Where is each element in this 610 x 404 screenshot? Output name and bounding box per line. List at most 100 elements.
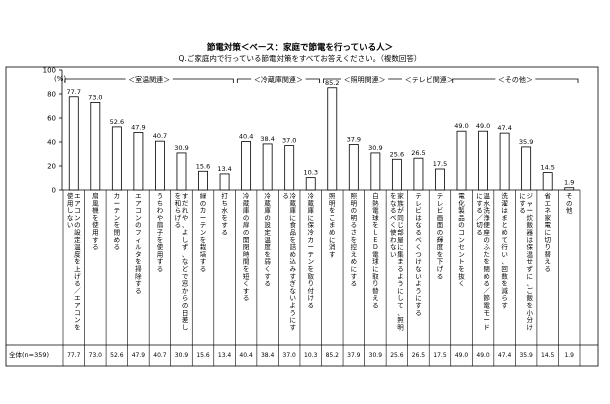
category-label-char: 行 [501, 242, 508, 251]
category-label-char: ア [135, 199, 142, 207]
category-label-char: せ [526, 258, 533, 266]
bar [327, 87, 338, 191]
category-label-char: 洗 [483, 206, 490, 215]
bar [542, 172, 553, 191]
category-label-char: え [351, 250, 358, 258]
category-label-char: 定 [74, 235, 81, 244]
category-label-char: 抜 [458, 271, 465, 280]
category-label-char: 化 [458, 198, 465, 207]
table-cell: 13.4 [218, 352, 232, 359]
category-label-char: う [397, 280, 404, 288]
category-label-char: を [437, 250, 444, 258]
category-label-char: 温 [264, 235, 271, 244]
category-label-char: ア [74, 199, 81, 207]
category-label-char: 電 [483, 302, 490, 310]
category-label-char: ン [458, 250, 465, 258]
category-label-char: コ [74, 309, 81, 317]
category-label-char: ら [501, 294, 508, 302]
category-label-char: す [290, 323, 297, 331]
category-label-char: い [501, 250, 508, 258]
category-label-char: に [544, 229, 551, 237]
category-label-char: え [372, 294, 379, 302]
category-label-char: ／ [476, 214, 483, 222]
category-label-char: 時 [243, 250, 250, 258]
table-cell: 49.0 [476, 352, 490, 359]
table-cell: 77.7 [67, 352, 81, 359]
category-label-char: Ｌ [372, 229, 379, 237]
category-label-char: 他 [566, 206, 573, 215]
category-label-char: ど [182, 265, 189, 273]
category-label-char: 切 [544, 236, 551, 244]
category-label-char: え [544, 258, 551, 266]
bar [521, 146, 532, 191]
category-label-char: 蔵 [290, 198, 297, 207]
category-label-char: ち [221, 199, 228, 207]
table-cell: 15.6 [196, 352, 210, 359]
table-cell: 1.9 [564, 352, 574, 359]
category-label-char: い [390, 250, 397, 258]
table-cell: 40.7 [153, 352, 167, 359]
category-label-char: る [437, 272, 444, 280]
category-label-char: カ [200, 207, 207, 215]
bar [133, 132, 144, 191]
group-label-bg [402, 74, 457, 84]
category-label-char: う [290, 309, 297, 317]
category-label-char: な [67, 214, 74, 222]
category-label-char: 部 [397, 228, 404, 237]
category-label-char: る [157, 265, 164, 273]
chart-title: 節電対策＜ベース：家庭で節電を行っている人＞ [207, 42, 393, 53]
category-label-char: る [351, 280, 358, 288]
category-label-char: す [501, 302, 508, 310]
category-label-char: を [501, 280, 508, 288]
bar-value-label: 49.0 [454, 122, 468, 130]
category-label-char: Ｅ [372, 236, 379, 244]
category-label-char: 小 [526, 308, 533, 317]
category-label-char: に [519, 192, 526, 200]
bar-value-label: 25.6 [390, 150, 404, 158]
group-label-bg [251, 74, 306, 84]
category-label-char: 保 [526, 242, 533, 251]
category-label-char: よ [290, 302, 297, 310]
category-label-char: な [415, 265, 422, 273]
category-label-char: 温 [483, 191, 490, 200]
category-label-char: す [243, 287, 250, 295]
bar [435, 168, 445, 191]
category-label-char: Ｄ [372, 243, 379, 251]
category-label-char: 度 [437, 242, 444, 251]
category-label-char: る [282, 192, 289, 200]
category-label-char: コ [74, 207, 81, 215]
category-label-char: カ [114, 192, 121, 200]
category-label-char: 蔵 [243, 198, 250, 207]
category-label-char: 閉 [243, 243, 250, 251]
category-label-char: 蔵 [307, 198, 314, 207]
category-label-char: じ [397, 221, 404, 229]
bar-value-label: 10.3 [303, 169, 317, 177]
category-label: その他 [566, 192, 573, 215]
category-label-char: ー [200, 214, 207, 222]
category-label-char: ビ [437, 206, 444, 215]
category-label-char: 付 [307, 286, 314, 295]
category-label-char: 使 [92, 220, 99, 229]
category-label-char: を [243, 265, 250, 273]
category-label-char: を [351, 236, 358, 244]
category-label-char: に [526, 272, 533, 280]
category-label-char: る [307, 302, 314, 310]
category-label-char: す [329, 250, 336, 258]
category-label-char: の [74, 221, 81, 229]
category-label-char: る [351, 221, 358, 229]
category-label-char: 電 [372, 207, 379, 215]
bar [111, 126, 122, 191]
category-label-char: ご [526, 286, 533, 295]
category-label-char: や [157, 214, 164, 222]
bar-value-label: 77.7 [67, 88, 81, 96]
category-label-char: い [290, 294, 297, 302]
category-label-char: ン [114, 214, 121, 222]
